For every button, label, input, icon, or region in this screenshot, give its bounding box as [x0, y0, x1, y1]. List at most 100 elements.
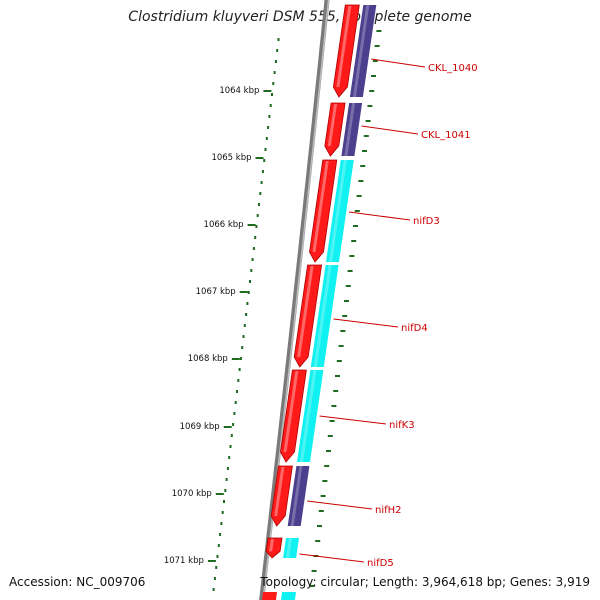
outer-tick — [318, 510, 324, 512]
scale-dot — [234, 401, 237, 404]
outer-tick — [353, 225, 358, 227]
scale-dot — [226, 467, 229, 470]
scale-label: 1070 kbp — [172, 489, 212, 499]
blast-match-highlight — [286, 538, 292, 558]
scale-dot — [274, 60, 277, 63]
outer-tick — [324, 465, 330, 467]
gene-label: nifD3 — [413, 216, 440, 227]
outer-tick — [320, 495, 326, 497]
outer-tick — [372, 60, 378, 62]
scale-dot — [271, 93, 273, 96]
scale-dot — [259, 192, 262, 195]
outer-tick — [354, 210, 360, 212]
outer-tick — [336, 360, 342, 362]
outer-tick — [347, 270, 353, 272]
scale-dot — [212, 588, 215, 591]
gene-label: nifD4 — [401, 323, 428, 334]
scale-dot — [239, 357, 242, 360]
outer-tick — [367, 105, 373, 107]
scale-dot — [276, 49, 279, 52]
blast-match-highlight — [313, 265, 332, 367]
scale-major-tick — [255, 157, 264, 159]
scale-dot — [219, 533, 222, 536]
outer-tick — [331, 405, 337, 407]
scale-dot — [225, 478, 228, 481]
scale-dot — [238, 368, 241, 371]
scale-dot — [246, 302, 249, 305]
scale-dot — [228, 456, 231, 459]
scale-dot — [258, 203, 260, 206]
scale-dot — [242, 335, 245, 338]
scale-dot — [277, 38, 280, 41]
scale-dot — [264, 148, 267, 151]
scale-dot — [229, 445, 232, 448]
scale-dot — [255, 225, 258, 228]
scale-major-tick — [231, 358, 240, 360]
outer-tick — [369, 90, 375, 92]
blast-match-segment — [326, 160, 354, 262]
scale-label: 1067 kbp — [196, 287, 236, 297]
outer-tick — [358, 180, 364, 182]
blast-match-segment — [281, 592, 296, 600]
gene-leader-line — [333, 318, 399, 328]
cds-arrow — [265, 537, 283, 559]
outer-tick — [362, 150, 367, 152]
cds-arrow-highlight — [297, 266, 314, 357]
outer-tick — [356, 195, 362, 197]
scale-major-tick — [239, 291, 248, 293]
scale-dot — [213, 577, 216, 580]
scale-dot — [256, 214, 259, 217]
outer-tick — [338, 345, 344, 347]
scale-dot — [224, 489, 227, 492]
gene-label: nifK3 — [389, 420, 415, 431]
outer-tick — [340, 330, 346, 332]
scale-major-tick — [247, 224, 256, 226]
outer-tick — [333, 390, 339, 392]
scale-dot — [268, 115, 271, 118]
scale-dot — [215, 566, 218, 569]
scale-dot — [237, 379, 240, 382]
outer-tick — [351, 240, 357, 242]
scale-dot — [220, 522, 223, 525]
gene-leader-line — [319, 415, 387, 425]
scale-dot — [247, 291, 250, 294]
cds-arrow-highlight — [269, 539, 274, 552]
gene-label: nifD5 — [367, 558, 394, 569]
scale-dot — [254, 236, 257, 239]
outer-tick — [365, 120, 371, 122]
outer-tick — [374, 45, 380, 47]
gene-leader-line — [307, 500, 373, 510]
outer-tick — [360, 165, 366, 167]
outer-tick — [317, 525, 322, 527]
scale-dot — [250, 269, 253, 272]
scale-dot — [243, 324, 246, 327]
scale-dot — [217, 544, 220, 547]
blast-match-highlight — [329, 160, 347, 262]
blast-match-segment — [349, 5, 377, 97]
outer-tick — [327, 435, 333, 437]
scale-dot — [216, 555, 219, 558]
scale-dot — [245, 313, 248, 316]
scale-dot — [261, 170, 264, 173]
blast-match-segment — [287, 466, 310, 526]
topology-label: Topology: circular; Length: 3,964,618 bp… — [260, 575, 590, 589]
cds-arrow-highlight — [327, 104, 338, 146]
gene-label: CKL_1040 — [428, 63, 478, 74]
blast-match-highlight — [300, 370, 317, 462]
accession-label: Accession: NC_009706 — [9, 575, 146, 589]
scale-dot — [263, 159, 266, 162]
scale-major-tick — [215, 493, 224, 495]
outer-tick — [315, 540, 321, 542]
scale-label: 1066 kbp — [204, 220, 244, 230]
blast-match-highlight — [290, 466, 303, 526]
outer-tick — [322, 480, 328, 482]
gene-leader-line — [371, 58, 426, 68]
scale-dot — [269, 104, 272, 107]
outer-tick — [309, 585, 315, 587]
scale-dot — [252, 247, 255, 250]
blast-match-highlight — [352, 5, 370, 97]
scale-dot — [251, 258, 254, 261]
outer-tick — [326, 450, 331, 452]
scale-dot — [265, 137, 268, 140]
